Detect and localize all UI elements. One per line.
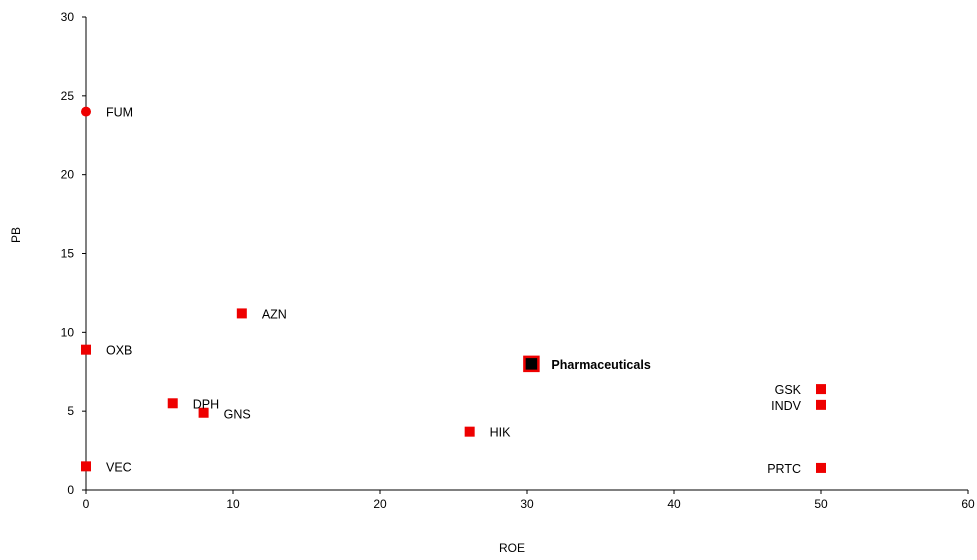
x-tick-label: 50 [814,497,828,511]
data-label-azn: AZN [262,307,287,321]
data-point-pharmaceuticals [523,355,540,373]
data-label-indv: INDV [771,399,802,413]
data-points [81,106,826,473]
axes [82,16,969,494]
data-point-gns [198,407,209,418]
data-label-prtc: PRTC [767,462,801,476]
x-tick-label: 60 [961,497,975,511]
y-tick-label: 0 [67,483,74,497]
data-point-dph [167,398,178,409]
x-tick-label: 30 [520,497,534,511]
x-tick-label: 10 [226,497,240,511]
data-label-fum: FUM [106,106,133,120]
y-tick-label: 25 [61,89,75,103]
data-label-pharmaceuticals: Pharmaceuticals [551,358,650,372]
y-axis-title: PB [9,227,23,243]
data-label-gsk: GSK [775,383,802,397]
data-point-azn [236,308,247,319]
data-point-prtc [816,462,826,473]
data-labels: FUM OXB VEC AZN DPH GNS HIK Pharmaceuticals GSK I… [106,106,802,476]
x-tick-label: 40 [667,497,681,511]
y-tick-label: 10 [61,325,75,339]
data-point-indv [816,399,826,410]
data-point-hik [464,426,475,437]
data-point-oxb [81,344,91,355]
x-axis-title: ROE [499,541,525,555]
data-label-dph: DPH [193,397,219,411]
data-point-vec [81,461,91,472]
y-tick-label: 20 [61,168,75,182]
data-label-vec: VEC [106,460,132,474]
y-tick-label: 30 [61,10,75,24]
data-point-gsk [816,384,826,395]
y-tick-label: 5 [67,404,74,418]
data-label-hik: HIK [490,426,512,440]
y-tick-label: 15 [61,247,75,261]
data-label-oxb: OXB [106,344,132,358]
tick-labels: 0 10 20 30 40 50 60 0 5 10 15 20 25 30 [61,10,975,511]
data-point-fum [81,106,91,117]
x-tick-label: 20 [373,497,387,511]
x-tick-label: 0 [83,497,90,511]
data-label-gns: GNS [224,408,251,422]
